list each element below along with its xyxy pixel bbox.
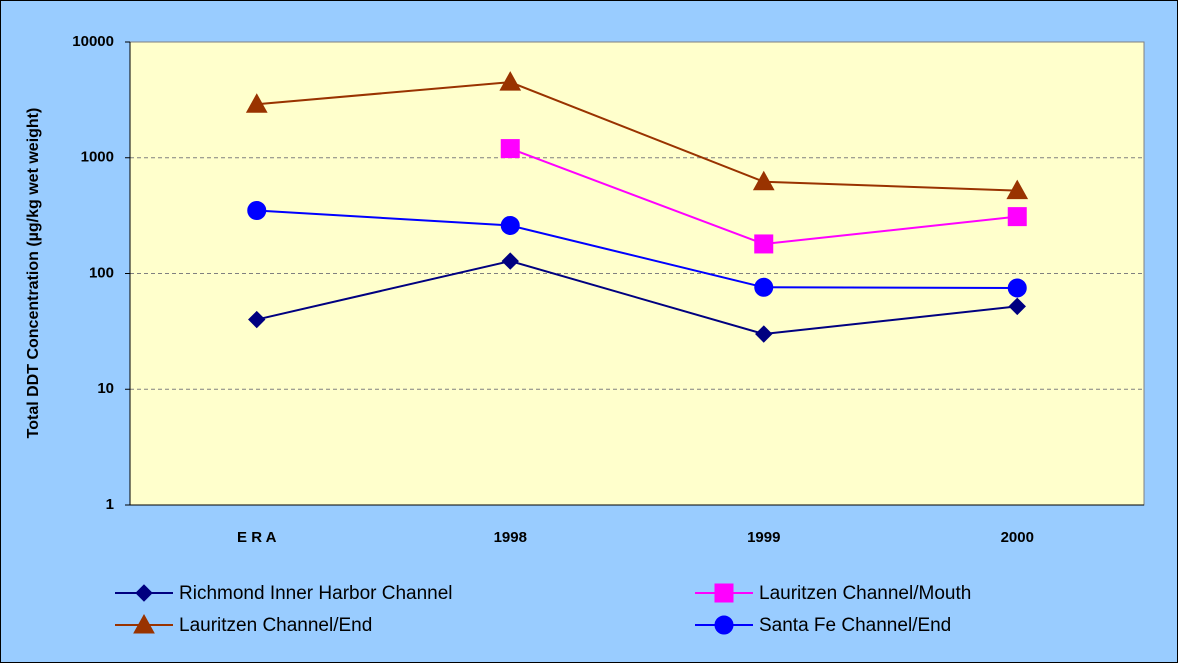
series-line — [256, 209, 1018, 289]
y-tick-label: 10000 — [72, 33, 114, 50]
legend-label: Santa Fe Channel/End — [759, 615, 951, 636]
legend-marker — [714, 583, 734, 603]
data-point — [1007, 207, 1027, 227]
legend-marker — [714, 615, 734, 635]
data-point — [754, 234, 774, 254]
legend-marker — [135, 584, 153, 602]
y-tick-label: 100 — [89, 264, 114, 281]
data-point — [752, 170, 775, 191]
x-tick-label: E R A — [237, 529, 277, 546]
x-tick-label: 2000 — [1001, 529, 1034, 546]
data-point — [245, 93, 268, 113]
legend-label: Lauritzen Channel/End — [179, 615, 372, 636]
data-point — [500, 139, 520, 159]
data-point — [501, 252, 519, 270]
data-point — [755, 325, 773, 343]
y-axis-label: Total DDT Concentration (µg/kg wet weigh… — [25, 108, 42, 439]
y-tick-label: 1 — [106, 496, 114, 513]
data-point — [500, 215, 520, 235]
data-point — [247, 201, 267, 221]
legend-label: Richmond Inner Harbor Channel — [179, 583, 453, 604]
legend-marker — [133, 613, 155, 634]
series-line — [256, 260, 1018, 336]
data-point — [1006, 179, 1029, 200]
legend-label: Lauritzen Channel/Mouth — [759, 583, 971, 604]
series-line — [256, 81, 1018, 192]
x-tick-label: 1998 — [494, 529, 527, 546]
data-point — [499, 71, 522, 91]
y-tick-label: 1000 — [81, 149, 114, 166]
data-point — [754, 277, 774, 297]
data-point — [1007, 278, 1027, 298]
data-point — [248, 310, 266, 329]
y-tick-label: 10 — [97, 380, 114, 397]
x-tick-label: 1999 — [747, 529, 780, 546]
data-point — [1008, 297, 1026, 316]
